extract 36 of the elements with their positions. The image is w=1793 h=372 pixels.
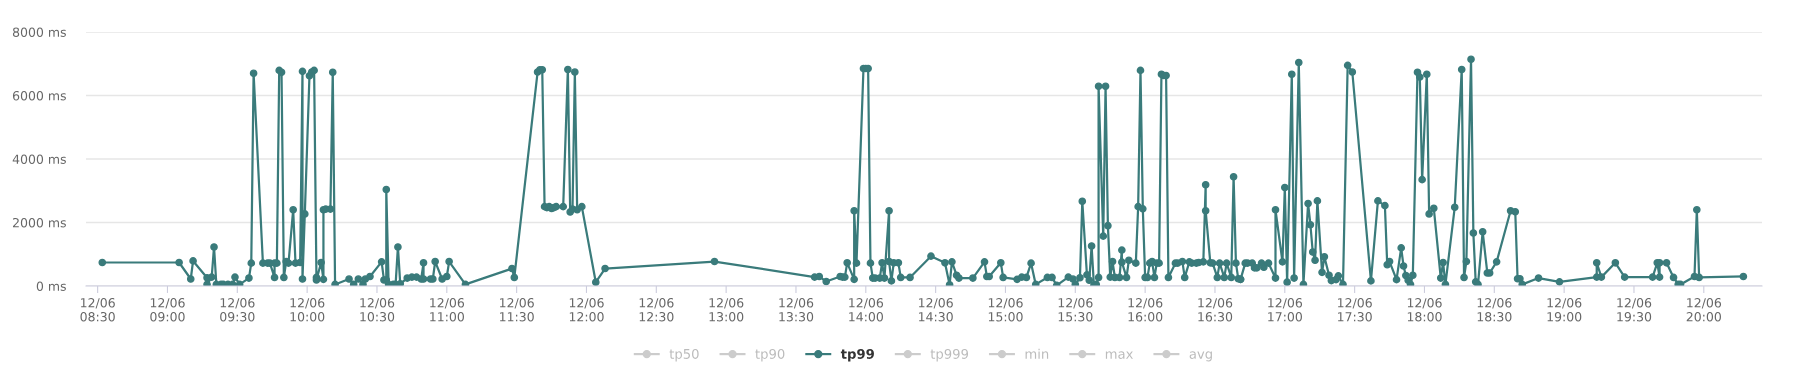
x-tick-label: 12/06 09:30 <box>220 298 255 322</box>
x-tick-label: 12/06 11:00 <box>430 298 465 322</box>
x-tick-label: 12/06 13:30 <box>779 298 814 322</box>
legend-label: tp99 <box>840 348 874 362</box>
legend-label: tp50 <box>669 348 699 362</box>
x-tick-label: 12/06 18:30 <box>1477 298 1512 322</box>
legend-label: tp999 <box>930 348 969 362</box>
x-tick-label: 12/06 13:00 <box>709 298 744 322</box>
x-tick-label: 12/06 15:00 <box>988 298 1023 322</box>
x-tick-label: 12/06 17:30 <box>1338 298 1372 322</box>
x-tick-label: 12/06 19:00 <box>1547 298 1582 322</box>
x-tick-label: 12/06 20:00 <box>1686 298 1722 322</box>
y-tick-label: 6000 ms <box>12 90 66 101</box>
legend-label: max <box>1105 351 1133 359</box>
x-tick-label: 12/06 12:00 <box>569 298 604 322</box>
x-tick-label: 12/06 11:30 <box>500 298 534 322</box>
x-tick-label: 12/06 14:30 <box>919 298 953 322</box>
x-tick-label: 12/06 09:00 <box>150 298 185 322</box>
x-tick-label: 12/06 12:30 <box>639 298 674 322</box>
x-tick-label: 12/06 16:30 <box>1198 298 1233 322</box>
x-tick-label: 12/06 17:00 <box>1268 298 1303 322</box>
x-tick-label: 12/06 10:30 <box>360 298 395 322</box>
x-tick-label: 12/06 14:00 <box>849 298 884 322</box>
y-tick-label: 4000 ms <box>12 154 66 164</box>
y-tick-label: 0 ms <box>36 281 66 291</box>
x-tick-label: 12/06 10:00 <box>290 298 325 322</box>
x-tick-label: 12/06 19:30 <box>1617 298 1652 322</box>
x-tick-label: 12/06 15:30 <box>1058 298 1093 322</box>
x-tick-label: 12/06 08:30 <box>80 298 115 322</box>
x-tick-label: 12/06 18:00 <box>1407 298 1442 322</box>
legend-label: tp90 <box>755 348 785 362</box>
y-tick-label: 2000 ms <box>13 217 66 228</box>
legend-label: avg <box>1189 351 1212 362</box>
x-tick-label: 12/06 16:00 <box>1128 298 1163 322</box>
legend-label: min <box>1025 348 1049 359</box>
y-tick-label: 8000 ms <box>12 27 66 37</box>
